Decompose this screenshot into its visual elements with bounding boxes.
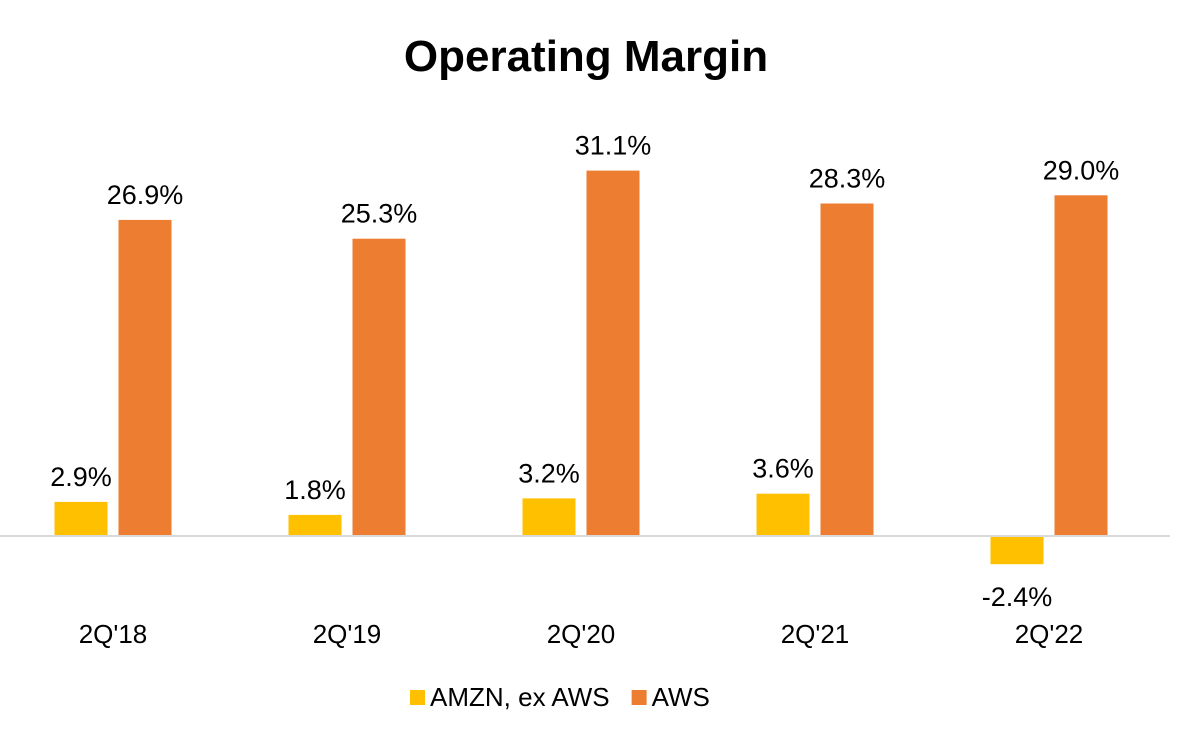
data-label-aws-3: 28.3% (809, 164, 886, 194)
bar-amzn-ex-aws-4 (990, 536, 1044, 565)
legend-swatch-amzn-ex-aws (410, 690, 425, 705)
bar-aws-3 (820, 203, 874, 536)
plot-area: 2.9% 26.9% 2Q'18 1.8% 25.3% 2Q'19 3.2% 31.1% 2Q'… (0, 131, 1170, 649)
x-tick-label-2: 2Q'20 (547, 619, 616, 649)
data-label-amzn-ex-aws-0: 2.9% (50, 462, 112, 492)
data-label-amzn-ex-aws-3: 3.6% (752, 454, 814, 484)
legend: AMZN, ex AWS AWS (410, 682, 710, 712)
x-tick-label-3: 2Q'21 (781, 619, 850, 649)
data-label-amzn-ex-aws-2: 3.2% (518, 458, 580, 488)
bar-aws-2 (586, 170, 640, 536)
bar-aws-1 (352, 238, 406, 536)
data-label-aws-2: 31.1% (575, 131, 652, 161)
legend-label-amzn-ex-aws: AMZN, ex AWS (430, 682, 610, 712)
bar-amzn-ex-aws-3 (756, 493, 810, 536)
legend-label-aws: AWS (652, 682, 710, 712)
data-label-aws-4: 29.0% (1043, 155, 1120, 185)
legend-swatch-aws (631, 690, 647, 705)
chart-title: Operating Margin (404, 32, 768, 81)
bar-amzn-ex-aws-1 (288, 514, 342, 537)
data-label-aws-0: 26.9% (107, 180, 184, 210)
data-label-amzn-ex-aws-1: 1.8% (284, 475, 346, 505)
x-tick-label-0: 2Q'18 (79, 619, 148, 649)
x-tick-label-1: 2Q'19 (313, 619, 382, 649)
bar-aws-4 (1054, 195, 1108, 537)
bar-amzn-ex-aws-0 (54, 501, 108, 536)
bar-aws-0 (118, 219, 172, 536)
data-label-amzn-ex-aws-4: -2.4% (982, 582, 1053, 612)
x-tick-label-4: 2Q'22 (1015, 619, 1084, 649)
bar-amzn-ex-aws-2 (522, 498, 576, 536)
data-label-aws-1: 25.3% (341, 199, 418, 229)
